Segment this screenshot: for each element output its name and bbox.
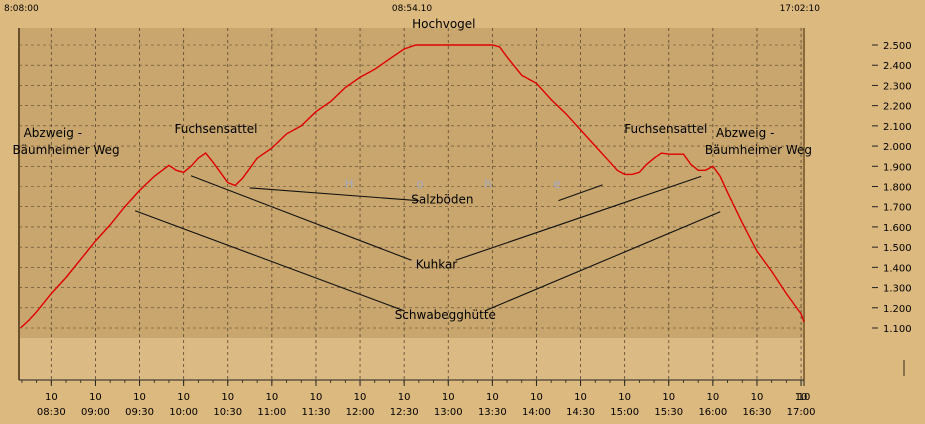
x-tick-label: 09:30 [125, 407, 154, 418]
x-tick-label: 13:30 [478, 407, 507, 418]
x-tick-minute-label: 10 [662, 392, 675, 403]
x-tick-minute-label: 10 [486, 392, 499, 403]
x-tick-label: 17:00 [787, 407, 816, 418]
x-tick-label: 16:00 [698, 407, 727, 418]
annotation-label: Kuhkar [416, 257, 458, 271]
y-tick-label: 2.400 [883, 61, 912, 72]
x-tick-label: 11:30 [302, 407, 331, 418]
y-tick-label: 2.500 [883, 41, 912, 52]
y-axis-ticks: 2.500 2.400 2.300 2.200 2.100 2.000 1.900 1.800… [872, 41, 912, 335]
leader-line [484, 211, 721, 312]
header-time-center: 08:54.10 [392, 4, 433, 14]
x-tick-label: 10:00 [169, 407, 198, 418]
y-tick-label: 2.100 [883, 122, 912, 133]
x-tick-label: 16:30 [743, 407, 772, 418]
x-tick-minute-label: 10 [751, 392, 764, 403]
x-tick-minute-label: 10 [706, 392, 719, 403]
y-tick-label: 1.500 [883, 243, 912, 254]
y-tick-label: 1.600 [883, 223, 912, 234]
x-tick-minute-label: 10 [265, 392, 278, 403]
y-tick-label: 2.300 [883, 81, 912, 92]
y-tick-label: 1.700 [883, 203, 912, 214]
x-tick-label: 12:30 [390, 407, 419, 418]
annotation-label: Schwabegghütte [395, 308, 496, 322]
x-tick-label: 14:00 [522, 407, 551, 418]
header-time-left: 8:08:00 [4, 4, 39, 14]
x-tick-label: 11:00 [257, 407, 286, 418]
x-tick-minute-label: 10 [798, 392, 811, 403]
y-tick-label: 2.000 [883, 142, 912, 153]
x-tick-label: 15:00 [610, 407, 639, 418]
x-tick-minute-label: 10 [354, 392, 367, 403]
x-tick-minute-label: 10 [310, 392, 323, 403]
leader-line [249, 187, 419, 202]
x-tick-minute-label: 10 [177, 392, 190, 403]
x-tick-label: 14:30 [566, 407, 595, 418]
y-tick-label: 1.800 [883, 183, 912, 194]
plot-lower-band [19, 338, 804, 380]
y-tick-label: 1.300 [883, 284, 912, 295]
annotation-label: Salzböden [411, 193, 473, 207]
y-tick-label: 2.200 [883, 102, 912, 113]
x-tick-label: 12:00 [346, 407, 375, 418]
annotation-leader-lines [134, 175, 721, 312]
leader-line [134, 210, 405, 312]
x-tick-minute-label: 10 [45, 392, 58, 403]
annotations: Hochvogel Abzweig - Bäumheimer Weg Fuchsens… [12, 17, 812, 322]
watermark-letter: H [344, 177, 353, 191]
x-tick-minute-label: 10 [618, 392, 631, 403]
annotation-label: Abzweig - [716, 126, 774, 140]
altitude-series-line [20, 44, 805, 329]
leader-line [190, 175, 412, 261]
header-time-right: 17:02:10 [780, 4, 821, 14]
vertical-gridlines [50, 28, 802, 380]
watermark-letter: e [553, 177, 560, 191]
annotation-label: Abzweig - [24, 126, 82, 140]
x-tick-minute-label: 10 [574, 392, 587, 403]
annotation-label: Bäumheimer Weg [12, 143, 119, 157]
x-tick-label: 09:00 [81, 407, 110, 418]
y-tick-label: 1.900 [883, 162, 912, 173]
x-tick-minute-label: 10 [442, 392, 455, 403]
x-tick-label: 13:00 [434, 407, 463, 418]
x-tick-minute-label: 10 [221, 392, 234, 403]
y-tick-label: 1.400 [883, 263, 912, 274]
watermark-letter: h [484, 177, 492, 191]
x-tick-minute-label: 10 [398, 392, 411, 403]
x-tick-minute-label: 10 [795, 392, 808, 403]
annotation-label: Bäumheimer Weg [705, 143, 812, 157]
annotation-label: Hochvogel [412, 17, 475, 31]
annotation-label: Fuchsensattel [624, 122, 707, 136]
y-tick-label: 1.200 [883, 304, 912, 315]
leader-line [558, 184, 603, 202]
watermark-letter: o [416, 177, 423, 191]
x-tick-label: 08:30 [37, 407, 66, 418]
plot-area [19, 28, 804, 338]
x-tick-label: 15:30 [654, 407, 683, 418]
x-tick-minute-label: 10 [530, 392, 543, 403]
annotation-label: Fuchsensattel [174, 122, 257, 136]
x-tick-minute-label: 10 [133, 392, 146, 403]
x-tick-label: 10:30 [213, 407, 242, 418]
x-tick-minute-label: 10 [89, 392, 102, 403]
leader-line [455, 175, 702, 261]
x-axis-ticks: 10 10 10 10 10 10 10 10 10 10 10 10 10 10 10 10 10 101008… [21, 380, 816, 418]
y-tick-label: 1.100 [883, 324, 912, 335]
